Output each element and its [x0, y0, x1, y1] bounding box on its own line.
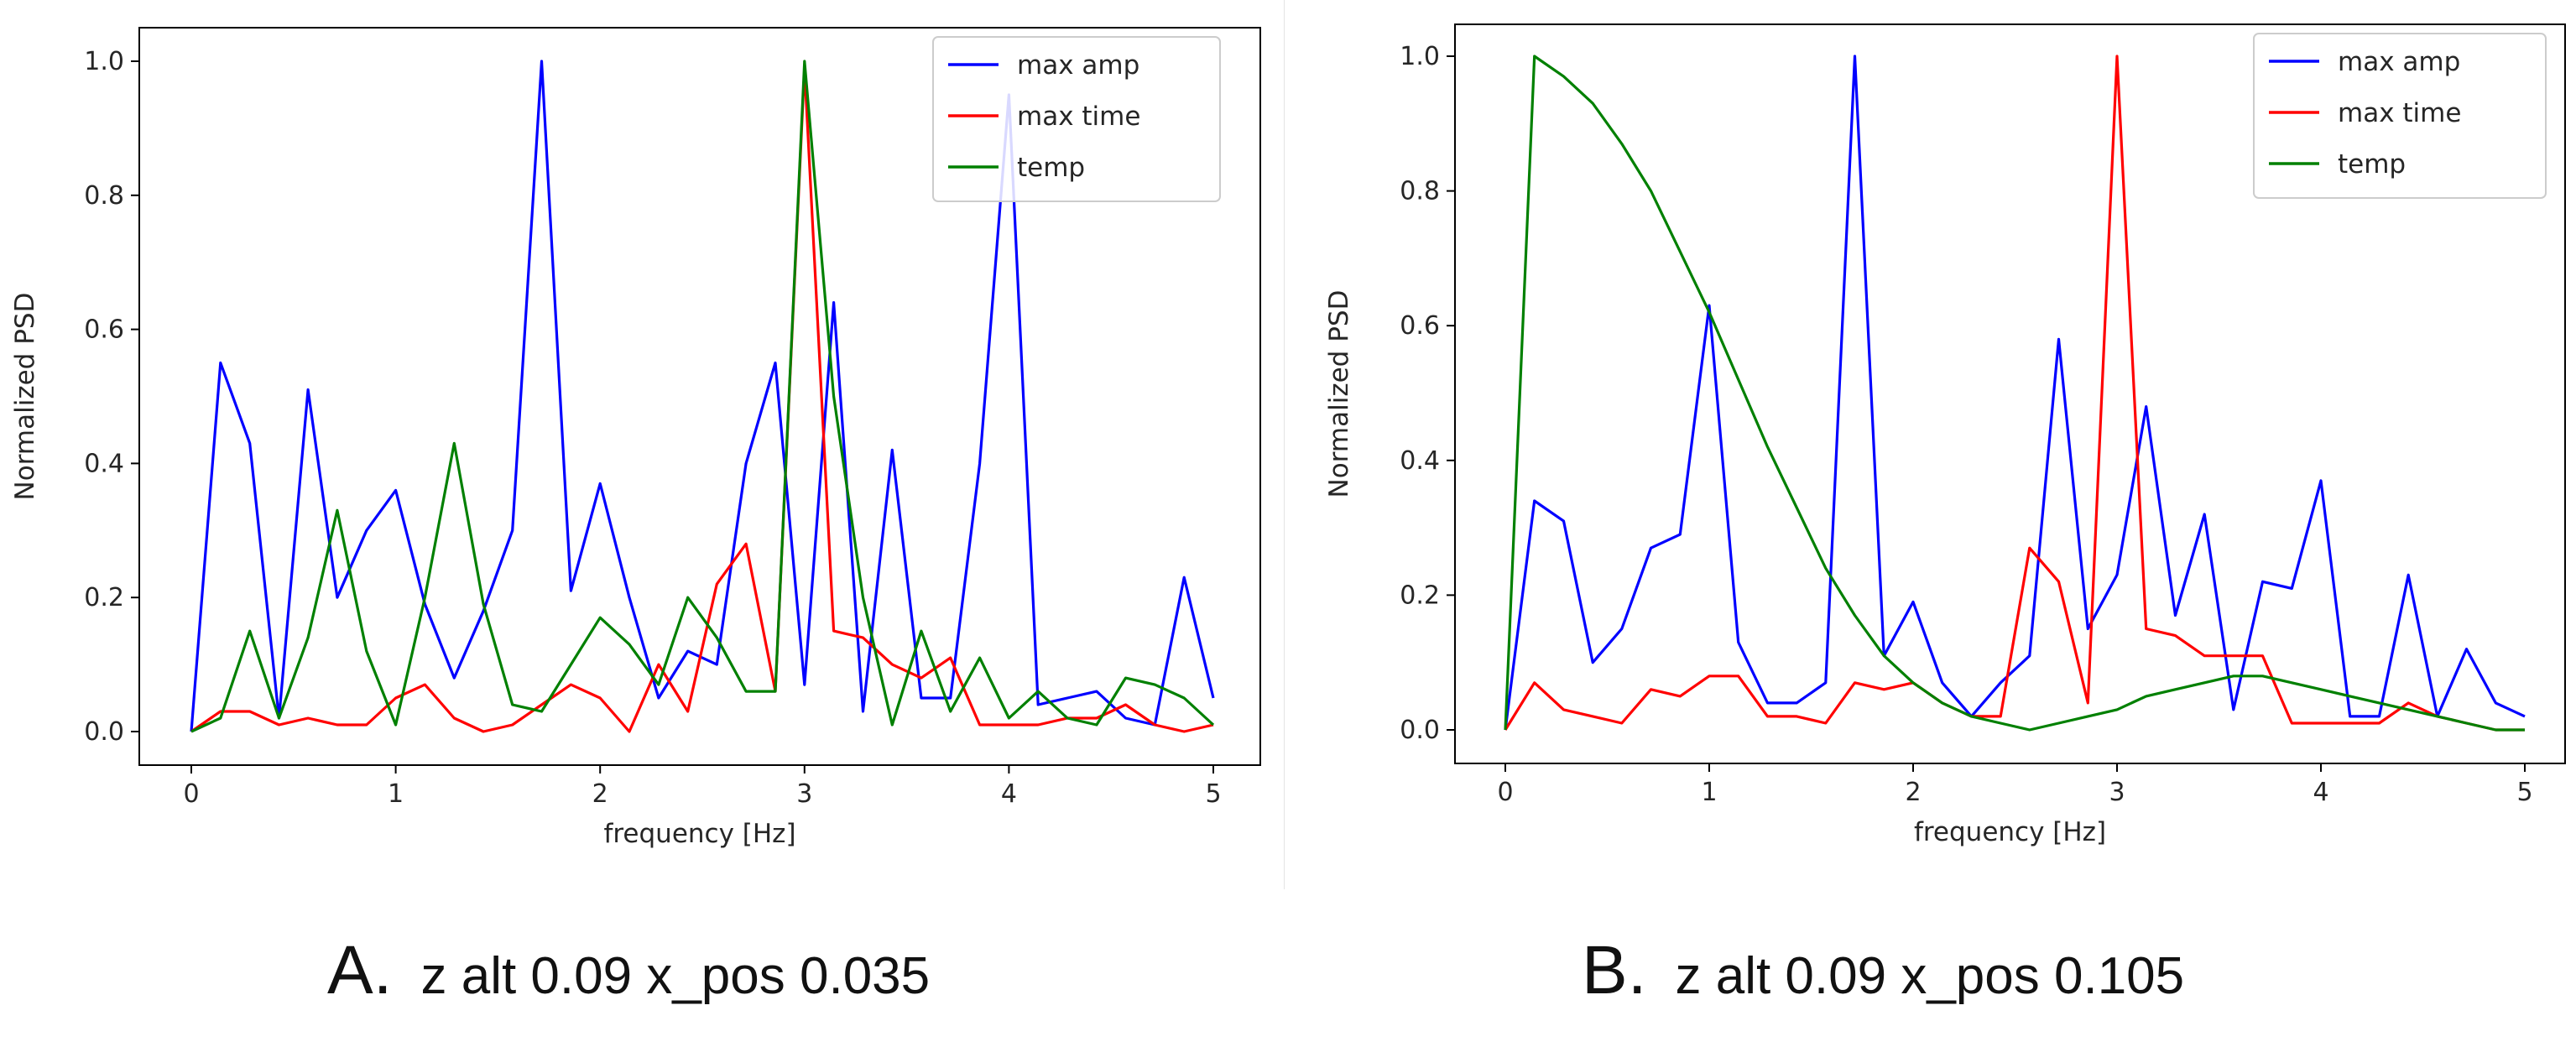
chart-b-series-max-time: [1504, 55, 2525, 732]
chart-b-ylabel: Normalized PSD: [1324, 290, 1354, 498]
caption-b-letter: B.: [1582, 932, 1647, 1008]
chart-a-legend-label-temp: temp: [1017, 153, 1085, 183]
chart-b-xtick-label: 1: [1701, 778, 1717, 807]
caption-b-text: z alt 0.09 x_pos 0.105: [1675, 947, 2185, 1005]
chart-a-axes-frame: [138, 27, 1261, 766]
chart-b-series-temp: [1504, 55, 2525, 732]
chart-b-legend-label-temp: temp: [2338, 149, 2406, 180]
chart-a-xtick-label: 1: [388, 779, 404, 809]
chart-a-legend-label-max-amp: max amp: [1017, 50, 1139, 81]
chart-a-xtick-label: 2: [592, 779, 608, 809]
chart-a-ylabel: Normalized PSD: [10, 293, 40, 501]
chart-b-ytick-label: 0.4: [1400, 446, 1440, 476]
chart-a-ytick-label: 0.0: [84, 717, 124, 747]
chart-b-legend-box: [2253, 33, 2547, 199]
chart-panel-a: 0 1 2 3 4 5 0.0 0.2 0.4 0.6 0.8 1.0 frequency [Hz] No…: [0, 0, 1284, 889]
chart-a-legend-label-max-time: max time: [1017, 102, 1140, 132]
chart-a-svg: 0 1 2 3 4 5 0.0 0.2 0.4 0.6 0.8 1.0 frequency [Hz] No…: [10, 27, 1261, 849]
caption-a-text: z alt 0.09 x_pos 0.035: [420, 947, 931, 1005]
chart-a-series-temp: [190, 60, 1215, 733]
chart-b-xlabel: frequency [Hz]: [1914, 817, 2106, 847]
chart-a-xtick-label: 4: [1001, 779, 1017, 809]
chart-a-ytick-label: 0.8: [84, 181, 124, 211]
chart-a-ytick-label: 1.0: [84, 47, 124, 76]
chart-a-xtick-label: 3: [796, 779, 812, 809]
chart-b-ytick-label: 1.0: [1400, 42, 1440, 71]
chart-a-series-max-time: [190, 66, 1214, 733]
chart-a-ytick-label: 0.2: [84, 583, 124, 612]
chart-b-svg: 0 1 2 3 4 5 0.0 0.2 0.4 0.6 0.8 1.0 frequency [Hz] No…: [1324, 23, 2566, 847]
chart-a-ytick-label: 0.4: [84, 449, 124, 478]
chart-a-series-max-amp: [190, 60, 1215, 732]
caption-a: A. z alt 0.09 x_pos 0.035: [327, 931, 930, 1032]
chart-b-xtick-label: 0: [1497, 778, 1513, 807]
chart-b-legend-label-max-amp: max amp: [2338, 47, 2460, 77]
chart-a-xtick-label: 5: [1205, 779, 1221, 809]
chart-b-ytick-label: 0.6: [1400, 311, 1440, 341]
caption-b: B. z alt 0.09 x_pos 0.105: [1582, 931, 2184, 1032]
chart-a-xtick-label: 0: [183, 779, 199, 809]
chart-a-xlabel: frequency [Hz]: [603, 819, 795, 849]
chart-b-legend-label-max-time: max time: [2338, 98, 2461, 128]
chart-panel-b: 0 1 2 3 4 5 0.0 0.2 0.4 0.6 0.8 1.0 frequency [Hz] No…: [1284, 0, 2576, 889]
chart-b-xtick-label: 3: [2109, 778, 2125, 807]
chart-b-ytick-label: 0.2: [1400, 581, 1440, 610]
chart-b-xtick-label: 4: [2313, 778, 2328, 807]
chart-b-series-max-amp: [1504, 55, 2526, 731]
chart-a-legend-box: [932, 36, 1221, 202]
chart-b-xtick-label: 5: [2516, 778, 2532, 807]
chart-b-xtick-label: 2: [1905, 778, 1921, 807]
caption-a-letter: A.: [327, 932, 393, 1008]
chart-b-ytick-label: 0.8: [1400, 177, 1440, 206]
chart-b-axes-frame: [1454, 23, 2566, 764]
chart-a-ytick-label: 0.6: [84, 315, 124, 345]
chart-b-ytick-label: 0.0: [1400, 716, 1440, 745]
